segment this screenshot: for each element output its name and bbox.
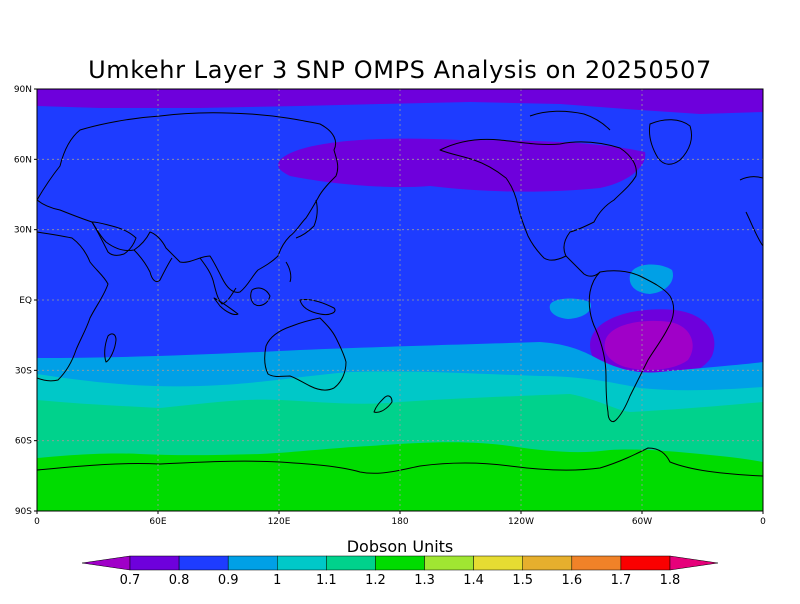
coast-australia bbox=[264, 317, 347, 391]
y-tick-label: 90S bbox=[15, 507, 32, 517]
colorbar-tick-label: 1.1 bbox=[316, 573, 337, 588]
coast-arabia bbox=[91, 221, 137, 256]
coast-newguinea bbox=[299, 299, 336, 315]
y-tick-label: 90N bbox=[14, 85, 32, 95]
colorbar-swatch bbox=[178, 555, 229, 571]
colorbar-swatch bbox=[277, 555, 327, 571]
colorbar-tick-label: 0.7 bbox=[120, 573, 141, 588]
y-tick-label: 60N bbox=[14, 155, 32, 165]
x-tick-label: 120E bbox=[268, 517, 291, 527]
field-sa-patch-east bbox=[629, 264, 674, 294]
field-north-low-band bbox=[278, 138, 646, 192]
colorbar-swatch bbox=[522, 555, 573, 571]
colorbar-tick-label: 0.8 bbox=[169, 573, 190, 588]
colorbar-tick-label: 1.4 bbox=[463, 573, 484, 588]
page-title: Umkehr Layer 3 SNP OMPS Analysis on 2025… bbox=[88, 56, 712, 84]
colorbar-swatch bbox=[129, 555, 180, 571]
coast-india bbox=[133, 249, 173, 283]
colorbar bbox=[81, 555, 719, 571]
coast-eurasia bbox=[37, 112, 339, 293]
coast-antarctica bbox=[37, 447, 763, 477]
coast-arctic-islands bbox=[529, 110, 611, 131]
field-pacific-patch bbox=[549, 298, 591, 319]
colorbar-tick-label: 1.8 bbox=[660, 573, 681, 588]
coast-seasia bbox=[199, 257, 237, 305]
field-sa-low-inner bbox=[604, 320, 693, 370]
colorbar-tick-label: 1.5 bbox=[512, 573, 533, 588]
y-tick-label: 60S bbox=[15, 437, 32, 447]
colorbar-tick-label: 1 bbox=[273, 573, 281, 588]
colorbar-swatch bbox=[620, 555, 671, 571]
colorbar-tick-label: 1.6 bbox=[561, 573, 582, 588]
x-tick-label: 0 bbox=[34, 517, 40, 527]
coast-africa-west bbox=[745, 211, 763, 247]
coast-northamerica bbox=[439, 138, 637, 261]
colorbar-swatch bbox=[424, 555, 474, 571]
coast-europe-west bbox=[739, 176, 763, 181]
x-tick-label: 180 bbox=[391, 517, 408, 527]
colorbar-tick-label: 1.2 bbox=[365, 573, 386, 588]
x-tick-label: 0 bbox=[760, 517, 766, 527]
coast-greenland bbox=[649, 119, 693, 165]
coast-centralamerica bbox=[565, 255, 601, 277]
y-tick-label: EQ bbox=[19, 296, 32, 306]
colorbar-tick-label: 1.3 bbox=[414, 573, 435, 588]
coast-borneo bbox=[250, 287, 271, 307]
colorbar-swatch bbox=[326, 555, 376, 571]
y-tick-label: 30S bbox=[15, 366, 32, 376]
grid-lines bbox=[37, 89, 763, 511]
x-tick-label: 60E bbox=[149, 517, 166, 527]
coast-philippines bbox=[285, 261, 292, 283]
x-tick-label: 60W bbox=[632, 517, 652, 527]
colorbar-swatch-high bbox=[669, 555, 719, 571]
field-arctic-band bbox=[37, 89, 763, 114]
coastlines bbox=[37, 110, 763, 477]
x-axis-ticks: 0 60E 120E 180 120W 60W 0 bbox=[34, 511, 766, 527]
coast-japan bbox=[295, 199, 318, 239]
colorbar-swatch bbox=[227, 555, 278, 571]
field-band-b6 bbox=[37, 442, 763, 511]
colorbar-swatch bbox=[571, 555, 622, 571]
y-tick-label: 30N bbox=[14, 226, 32, 236]
coast-newzealand bbox=[373, 395, 393, 413]
coast-southamerica bbox=[588, 270, 675, 423]
colorbar-swatch bbox=[473, 555, 523, 571]
colorbar-swatch bbox=[375, 555, 425, 571]
colorbar-ticks: 0.7 0.8 0.9 1 1.1 1.2 1.3 1.4 1.5 1.6 1.7 1.8 bbox=[120, 573, 681, 588]
coast-madagascar bbox=[104, 333, 117, 363]
colorbar-units-label: Dobson Units bbox=[347, 537, 454, 556]
colorbar-tick-label: 0.9 bbox=[218, 573, 239, 588]
y-axis-ticks: 90N 60N 30N EQ 30S 60S 90S bbox=[14, 85, 37, 517]
coast-africa bbox=[37, 231, 109, 382]
coast-sumatra bbox=[213, 297, 239, 315]
colorbar-tick-label: 1.7 bbox=[611, 573, 632, 588]
x-tick-label: 120W bbox=[508, 517, 534, 527]
colorbar-swatch-low bbox=[81, 555, 131, 571]
